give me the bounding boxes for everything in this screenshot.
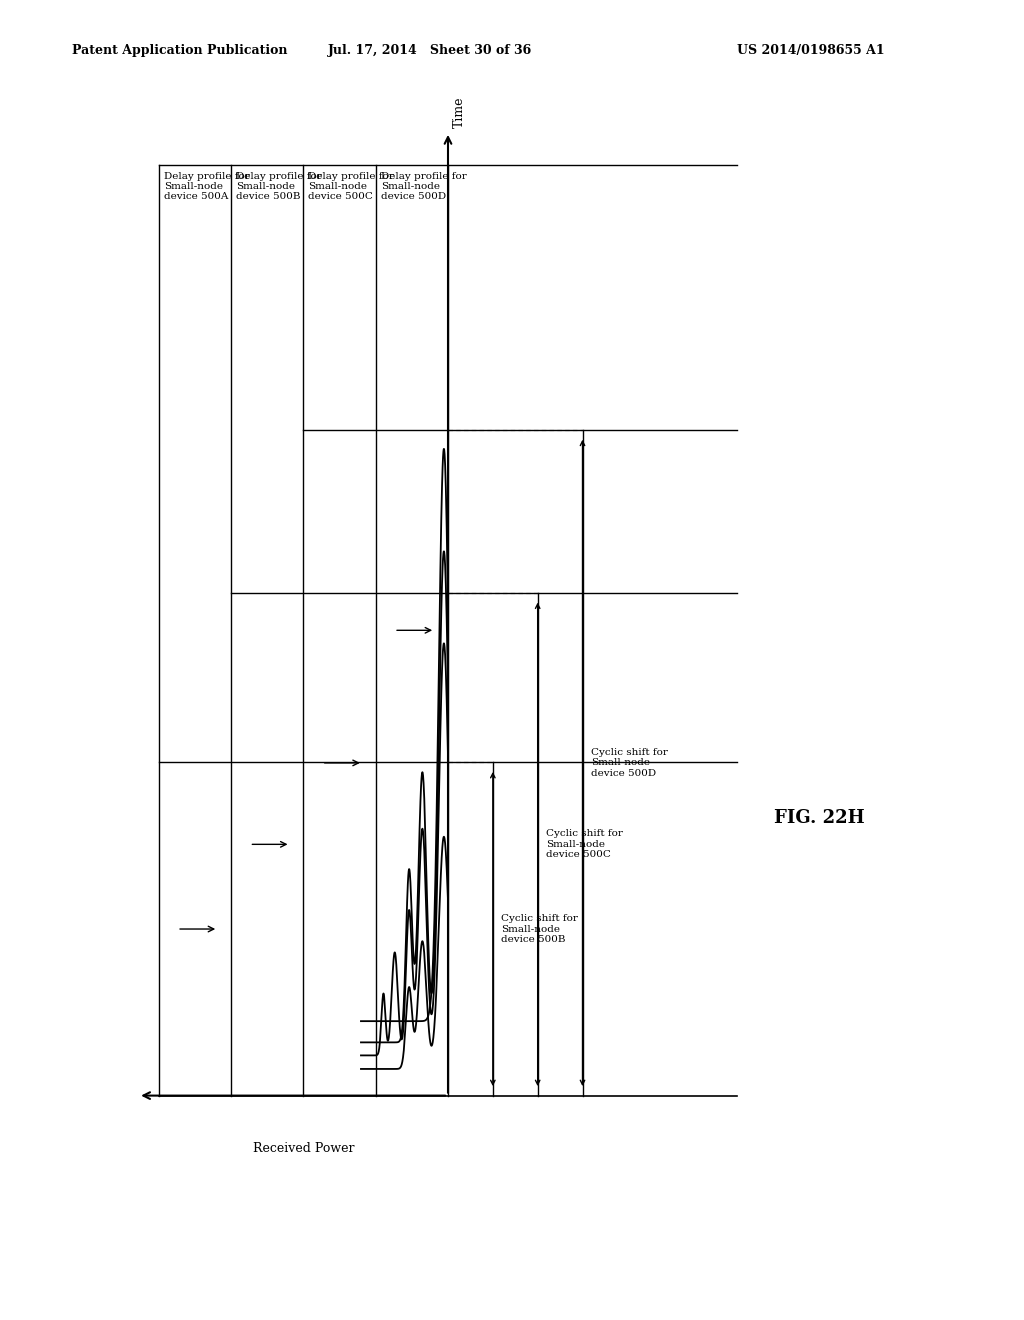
Text: Jul. 17, 2014   Sheet 30 of 36: Jul. 17, 2014 Sheet 30 of 36 bbox=[328, 44, 532, 57]
Text: Time: Time bbox=[453, 96, 466, 128]
Text: Cyclic shift for
Small-node
device 500B: Cyclic shift for Small-node device 500B bbox=[501, 915, 578, 944]
Text: Cyclic shift for
Small-node
device 500D: Cyclic shift for Small-node device 500D bbox=[591, 748, 668, 777]
Text: FIG. 22H: FIG. 22H bbox=[774, 809, 864, 828]
Text: Delay profile for
Small-node
device 500A: Delay profile for Small-node device 500A bbox=[164, 172, 250, 202]
Text: Received Power: Received Power bbox=[253, 1142, 354, 1155]
Text: Delay profile for
Small-node
device 500C: Delay profile for Small-node device 500C bbox=[308, 172, 394, 202]
Text: US 2014/0198655 A1: US 2014/0198655 A1 bbox=[737, 44, 885, 57]
Text: Cyclic shift for
Small-node
device 500C: Cyclic shift for Small-node device 500C bbox=[546, 829, 623, 859]
Text: Delay profile for
Small-node
device 500B: Delay profile for Small-node device 500B bbox=[237, 172, 322, 202]
Text: Patent Application Publication: Patent Application Publication bbox=[72, 44, 287, 57]
Text: Delay profile for
Small-node
device 500D: Delay profile for Small-node device 500D bbox=[381, 172, 467, 202]
